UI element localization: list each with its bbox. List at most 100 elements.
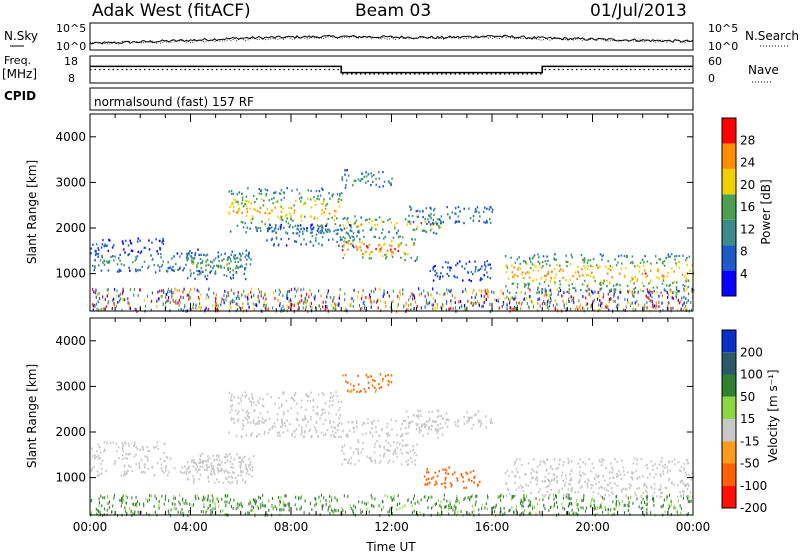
power-cell <box>184 303 186 307</box>
power-cell <box>559 279 561 283</box>
power-cell <box>353 288 355 292</box>
velocity-cell <box>630 476 632 479</box>
velocity-cell <box>154 494 156 498</box>
frequency-line <box>90 65 693 74</box>
power-cell <box>619 272 621 275</box>
velocity-cell <box>514 494 517 497</box>
power-cell <box>475 266 477 269</box>
velocity-cell <box>385 439 387 442</box>
velocity-cell <box>687 500 689 504</box>
velocity-cell <box>602 475 604 478</box>
power-cell <box>107 291 109 295</box>
velocity-cell <box>594 506 596 510</box>
power-cell <box>107 261 109 264</box>
velocity-cell <box>404 444 407 447</box>
power-cell <box>94 304 96 308</box>
velocity-cell <box>175 507 177 511</box>
velocity-cell <box>334 496 336 500</box>
velocity-cell <box>209 499 211 503</box>
velocity-cell <box>96 512 98 516</box>
power-cell <box>182 296 184 300</box>
power-cell <box>566 290 569 293</box>
power-cell <box>605 265 607 268</box>
velocity-cell <box>242 457 245 460</box>
velocity-cell <box>511 506 513 510</box>
velocity-cell <box>590 504 592 508</box>
velocity-cell <box>231 404 234 407</box>
power-cell <box>270 226 273 229</box>
power-cell <box>365 296 367 299</box>
velocity-cell <box>173 495 175 499</box>
power-cell <box>244 294 246 298</box>
power-cell <box>641 281 644 284</box>
velocity-cell <box>230 466 232 469</box>
power-cell <box>194 254 196 257</box>
power-cell <box>197 273 199 276</box>
velocity-cell <box>121 499 123 503</box>
power-cell <box>361 178 364 181</box>
power-cell <box>345 179 348 182</box>
velocity-cell <box>655 473 657 476</box>
x-tick-label: 08:00 <box>274 520 309 534</box>
power-cell <box>651 295 653 299</box>
velocity-cell <box>666 495 668 499</box>
velocity-cell <box>377 419 380 422</box>
power-cell <box>598 295 600 298</box>
velocity-cell <box>322 393 325 396</box>
power-cell <box>214 257 217 260</box>
power-cell <box>617 296 619 300</box>
velocity-cell <box>107 495 109 499</box>
velocity-cell <box>112 504 114 508</box>
velocity-cell <box>305 408 307 411</box>
velocity-cell <box>504 511 506 515</box>
velocity-cell <box>590 501 592 505</box>
power-cell <box>510 256 512 259</box>
velocity-cell <box>548 509 550 513</box>
velocity-cell <box>238 461 241 464</box>
power-cell <box>117 300 119 304</box>
power-cell <box>233 257 236 260</box>
power-cell <box>647 296 649 300</box>
power-cell <box>280 238 282 241</box>
velocity-cell <box>247 511 249 515</box>
velocity-cell <box>131 514 133 518</box>
power-cell <box>436 218 439 221</box>
power-cell <box>419 210 421 213</box>
velocity-cell <box>350 389 353 392</box>
power-cell <box>178 267 181 270</box>
power-cell <box>659 258 662 261</box>
velocity-cell <box>581 485 583 488</box>
velocity-cell <box>405 451 408 454</box>
freq-panel: Freq. [MHz] 18 8 60 0 Nave <box>2 54 779 85</box>
power-cell <box>198 289 200 293</box>
velocity-cell <box>123 470 126 474</box>
velocity-cell <box>241 427 244 431</box>
power-cell <box>250 295 253 299</box>
power-cell <box>243 289 245 293</box>
power-cell <box>315 306 317 310</box>
velocity-cell <box>456 494 458 498</box>
velocity-cell <box>230 498 232 502</box>
velocity-cell <box>663 498 665 502</box>
velocity-cell <box>417 409 419 412</box>
power-cell <box>236 256 239 259</box>
velocity-cell <box>561 487 563 490</box>
power-cell <box>474 296 476 300</box>
power-cell <box>245 195 248 198</box>
power-cell <box>516 304 518 308</box>
power-cell <box>385 255 388 258</box>
power-cell <box>410 308 412 312</box>
power-cell <box>611 266 614 269</box>
power-cell <box>412 293 415 297</box>
velocity-cell <box>240 474 242 477</box>
power-cell <box>646 301 648 305</box>
velocity-cell <box>278 396 280 400</box>
power-cell <box>355 219 358 222</box>
velocity-cell <box>374 497 376 501</box>
velocity-cell <box>546 490 549 493</box>
velocity-cell <box>444 478 447 481</box>
power-cell <box>322 200 325 203</box>
velocity-cell <box>208 480 210 483</box>
power-cell <box>268 199 270 202</box>
power-cell <box>661 282 664 285</box>
